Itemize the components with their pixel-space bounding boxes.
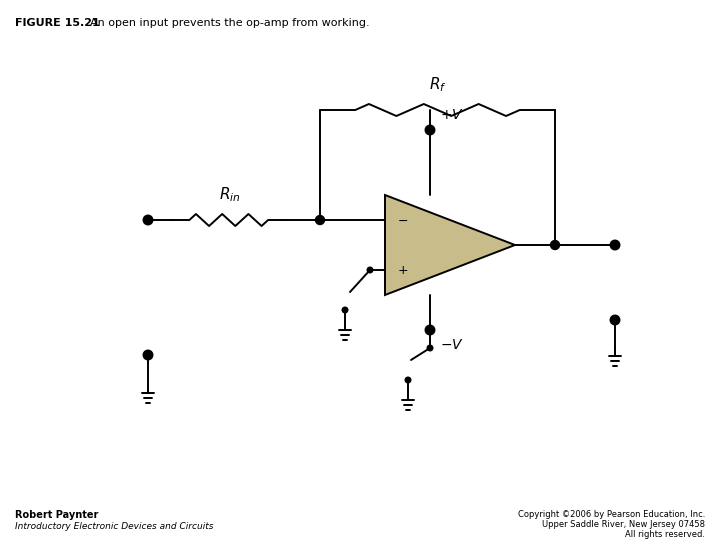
Text: An open input prevents the op-amp from working.: An open input prevents the op-amp from w… bbox=[90, 18, 369, 28]
Text: $-$: $-$ bbox=[397, 213, 408, 226]
Text: Robert Paynter: Robert Paynter bbox=[15, 510, 99, 520]
Circle shape bbox=[342, 307, 348, 313]
Circle shape bbox=[611, 315, 619, 325]
Text: $+V$: $+V$ bbox=[440, 108, 464, 122]
Circle shape bbox=[315, 215, 325, 225]
Circle shape bbox=[426, 326, 434, 334]
Circle shape bbox=[427, 345, 433, 351]
Circle shape bbox=[367, 267, 373, 273]
Circle shape bbox=[143, 350, 153, 360]
Circle shape bbox=[143, 215, 153, 225]
Text: FIGURE 15.21: FIGURE 15.21 bbox=[15, 18, 100, 28]
Circle shape bbox=[426, 125, 434, 134]
Polygon shape bbox=[385, 195, 515, 295]
Circle shape bbox=[405, 377, 411, 383]
Text: Introductory Electronic Devices and Circuits: Introductory Electronic Devices and Circ… bbox=[15, 522, 214, 531]
Text: All rights reserved.: All rights reserved. bbox=[625, 530, 705, 539]
Text: $+$: $+$ bbox=[397, 264, 409, 276]
Circle shape bbox=[611, 240, 619, 249]
Text: $R_{in}$: $R_{in}$ bbox=[219, 185, 240, 204]
Text: Upper Saddle River, New Jersey 07458: Upper Saddle River, New Jersey 07458 bbox=[542, 520, 705, 529]
Text: $-V$: $-V$ bbox=[440, 338, 464, 352]
Text: Copyright ©2006 by Pearson Education, Inc.: Copyright ©2006 by Pearson Education, In… bbox=[518, 510, 705, 519]
Text: $R_f$: $R_f$ bbox=[428, 75, 446, 94]
Circle shape bbox=[551, 240, 559, 249]
